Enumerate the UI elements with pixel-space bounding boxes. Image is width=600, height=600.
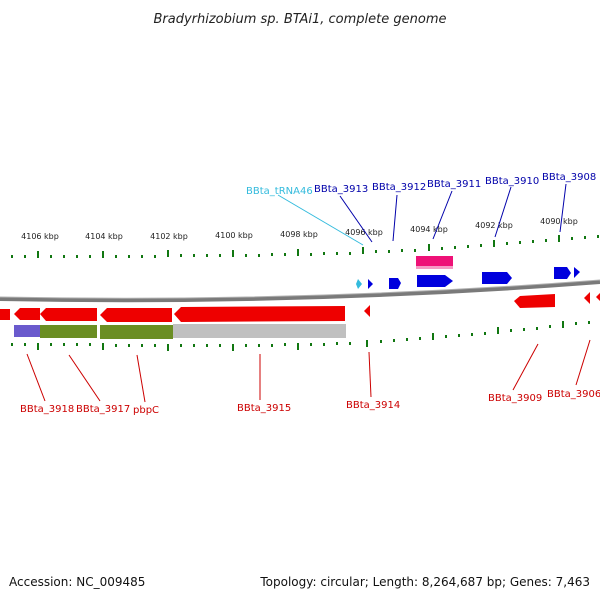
gene-label-bbta3912[interactable]: BBta_3912 bbox=[372, 182, 426, 193]
forward-genes bbox=[356, 267, 580, 289]
forward-gene-arrow[interactable] bbox=[417, 275, 453, 287]
forward-gene-arrow[interactable] bbox=[554, 267, 571, 279]
reverse-gene-arrow[interactable] bbox=[0, 309, 10, 320]
gene-label-bbta3915[interactable]: BBta_3915 bbox=[237, 403, 291, 414]
scale-label: 4090 kbp bbox=[540, 217, 578, 226]
gene-label-trna46[interactable]: BBta_tRNA46 bbox=[246, 186, 313, 197]
genome-summary-text: Topology: circular; Length: 8,264,687 bp… bbox=[259, 575, 590, 589]
scale-label: 4100 kbp bbox=[215, 231, 253, 240]
map-title: Bradyrhizobium sp. BTAi1, complete genom… bbox=[153, 12, 446, 27]
reverse-gene-arrow[interactable] bbox=[514, 294, 555, 308]
genome-backbone bbox=[0, 280, 600, 303]
pink-feature[interactable] bbox=[416, 256, 453, 268]
gene-label-bbta3908[interactable]: BBta_3908 bbox=[542, 172, 596, 183]
forward-gene-arrow[interactable] bbox=[574, 267, 580, 278]
gene-label-bbta3909[interactable]: BBta_3909 bbox=[488, 393, 542, 404]
forward-gene-arrow[interactable] bbox=[482, 272, 512, 284]
scale-label: 4096 kbp bbox=[345, 228, 383, 237]
gene-label-bbta3914[interactable]: BBta_3914 bbox=[346, 400, 400, 411]
reverse-gene-arrow[interactable] bbox=[174, 306, 345, 322]
lower-tick-row bbox=[11, 321, 590, 351]
accession-text: Accession: NC_009485 bbox=[9, 575, 145, 589]
scale-label: 4098 kbp bbox=[280, 230, 318, 239]
purple-bar bbox=[14, 325, 40, 337]
upper-tick-row bbox=[11, 235, 599, 258]
scale-label: 4092 kbp bbox=[475, 221, 513, 230]
reverse-gene-arrow[interactable] bbox=[14, 308, 40, 320]
olive-bar bbox=[100, 325, 173, 339]
reverse-genes bbox=[0, 292, 600, 322]
top-callouts bbox=[277, 183, 567, 246]
olive-bar bbox=[40, 325, 97, 338]
reverse-gene-arrow[interactable] bbox=[40, 308, 97, 321]
gene-label-bbta3918[interactable]: BBta_3918 bbox=[20, 404, 74, 415]
scale-labels: 4106 kbp 4104 kbp 4102 kbp 4100 kbp 4098… bbox=[21, 217, 578, 241]
gene-label-bbta3917[interactable]: BBta_3917 bbox=[76, 404, 130, 415]
annotation-bars bbox=[14, 324, 346, 339]
reverse-gene-arrow[interactable] bbox=[364, 305, 370, 317]
forward-gene-arrow[interactable] bbox=[389, 278, 401, 289]
grey-bar bbox=[173, 324, 346, 338]
bottom-callouts bbox=[26, 339, 591, 403]
reverse-gene-arrow[interactable] bbox=[596, 293, 600, 301]
scale-label: 4106 kbp bbox=[21, 232, 59, 241]
trna-gene-arrow[interactable] bbox=[356, 279, 362, 289]
gene-label-bbta3906[interactable]: BBta_3906 bbox=[547, 389, 600, 400]
top-gene-labels: BBta_tRNA46 BBta_3913 BBta_3912 BBta_391… bbox=[246, 172, 596, 197]
scale-label: 4094 kbp bbox=[410, 225, 448, 234]
scale-label: 4102 kbp bbox=[150, 232, 188, 241]
reverse-gene-arrow[interactable] bbox=[100, 308, 172, 322]
scale-label: 4104 kbp bbox=[85, 232, 123, 241]
gene-label-pbpc[interactable]: pbpC bbox=[133, 405, 159, 416]
gene-label-bbta3910[interactable]: BBta_3910 bbox=[485, 176, 539, 187]
reverse-gene-arrow[interactable] bbox=[584, 292, 590, 304]
gene-label-bbta3913[interactable]: BBta_3913 bbox=[314, 184, 368, 195]
bottom-gene-labels: BBta_3918 BBta_3917 pbpC BBta_3915 BBta_… bbox=[20, 389, 600, 416]
forward-gene-arrow[interactable] bbox=[368, 279, 373, 289]
gene-label-bbta3911[interactable]: BBta_3911 bbox=[427, 179, 481, 190]
